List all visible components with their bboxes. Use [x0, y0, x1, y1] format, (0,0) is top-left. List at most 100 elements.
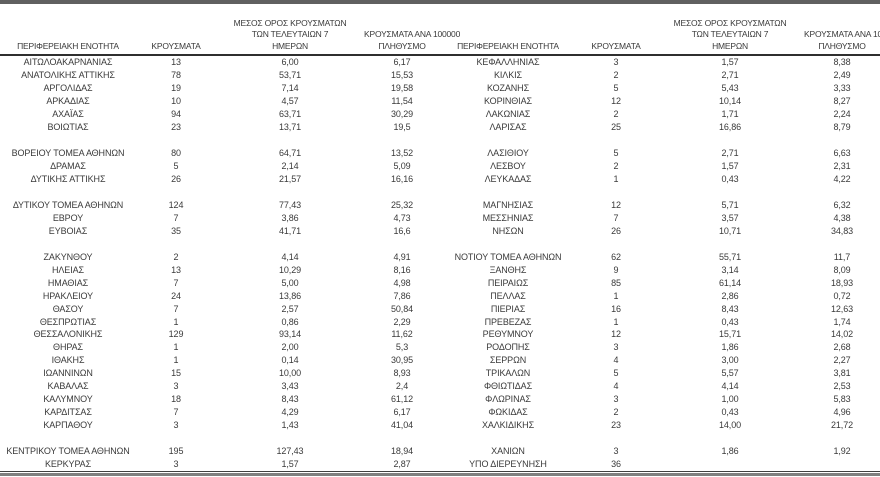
cell-per-100k: 19,5	[393, 122, 411, 133]
table-row: ΦΩΚΙΔΑΣ 2 0,43 4,96	[440, 406, 880, 419]
cell-regional-unit: ΙΩΑΝΝΙΝΩΝ	[43, 368, 93, 379]
col-header-avg-7day: ΜΕΣΟΣ ΟΡΟΣ ΚΡΟΥΣΜΑΤΩΝ ΤΩΝ ΤΕΛΕΥΤΑΙΩΝ 7 ΗΜΕ…	[216, 4, 364, 56]
cell-regional-unit: ΚΟΖΑΝΗΣ	[486, 83, 530, 94]
header-line: ΤΩΝ ΤΕΛΕΥΤΑΙΩΝ 7	[251, 29, 329, 39]
cell-per-100k: 8,38	[833, 57, 851, 68]
cell-cases: 195	[168, 446, 184, 457]
cell-per-100k: 25,32	[390, 199, 414, 210]
table-row: ΚΑΛΥΜΝΟΥ 18 8,43 61,12	[0, 393, 440, 406]
cell-cases: 25	[611, 122, 621, 133]
cell-per-100k: 4,38	[833, 212, 851, 223]
cell-regional-unit: ΠΕΛΛΑΣ	[490, 290, 526, 301]
cell-cases: 13	[171, 264, 181, 275]
cell-cases: 3	[613, 446, 619, 457]
col-header-cases: ΚΡΟΥΣΜΑΤΑ	[136, 4, 216, 56]
cell-avg-7day: 3,43	[281, 381, 299, 392]
cell-per-100k: 30,29	[390, 109, 414, 120]
table-row: ΚΕΦΑΛΛΗΝΙΑΣ 3 1,57 8,38	[440, 55, 880, 69]
cell-cases: 36	[576, 457, 656, 472]
cell-regional-unit: ΘΑΣΟΥ	[52, 303, 84, 314]
cell-regional-unit	[0, 432, 136, 445]
cell-cases: 7	[173, 303, 179, 314]
cell-regional-unit	[0, 186, 136, 199]
cell-avg-7day: 10,00	[278, 368, 302, 379]
cell-regional-unit: ΚΑΛΥΜΝΟΥ	[43, 394, 93, 405]
table-row-blank	[440, 432, 880, 445]
cell-regional-unit: ΚΕΡΚΥΡΑΣ	[0, 457, 136, 472]
cell-per-100k: 4,96	[833, 407, 851, 418]
cell-per-100k: 8,27	[833, 96, 851, 107]
cell-per-100k: 4,98	[393, 277, 411, 288]
cell-per-100k	[364, 134, 440, 147]
cell-cases: 3	[173, 381, 179, 392]
cell-per-100k	[804, 457, 880, 472]
table-row: ΦΛΩΡΙΝΑΣ 3 1,00 5,83	[440, 393, 880, 406]
cell-regional-unit: ΞΑΝΘΗΣ	[489, 264, 527, 275]
cell-avg-7day: 64,71	[278, 148, 302, 159]
table-row: ΝΗΣΩΝ 26 10,71 34,83	[440, 224, 880, 237]
cell-cases: 19	[171, 83, 181, 94]
cell-cases: 2	[613, 161, 619, 172]
cell-cases	[576, 432, 656, 445]
cell-avg-7day: 4,29	[281, 407, 299, 418]
cell-per-100k: 2,49	[833, 70, 851, 81]
cell-cases: 5	[613, 148, 619, 159]
header-line: ΜΕΣΟΣ ΟΡΟΣ ΚΡΟΥΣΜΑΤΩΝ	[233, 17, 347, 28]
col-header-regional-unit: ΠΕΡΙΦΕΡΕΙΑΚΗ ΕΝΟΤΗΤΑ	[0, 4, 136, 56]
cell-cases	[136, 134, 216, 147]
cell-regional-unit: ΒΟΡΕΙΟΥ ΤΟΜΕΑ ΑΘΗΝΩΝ	[11, 148, 125, 159]
table-row: ΚΟΡΙΝΘΙΑΣ 12 10,14 8,27	[440, 95, 880, 108]
cell-avg-7day: 6,00	[281, 57, 299, 68]
table-row: ΦΘΙΩΤΙΔΑΣ 4 4,14 2,53	[440, 380, 880, 393]
table-row: ΚΑΒΑΛΑΣ 3 3,43 2,4	[0, 380, 440, 393]
cell-cases: 94	[171, 109, 181, 120]
col-header-cases: ΚΡΟΥΣΜΑΤΑ	[576, 4, 656, 56]
cell-avg-7day: 0,14	[281, 355, 299, 366]
table-header: ΠΕΡΙΦΕΡΕΙΑΚΗ ΕΝΟΤΗΤΑ ΚΡΟΥΣΜΑΤΑ ΜΕΣΟΣ ΟΡΟ…	[0, 4, 460, 56]
cell-per-100k: 6,17	[393, 407, 411, 418]
cell-avg-7day: 127,43	[276, 446, 304, 457]
cell-regional-unit: ΘΕΣΣΑΛΟΝΙΚΗΣ	[33, 329, 103, 340]
table-row: ΑΝΑΤΟΛΙΚΗΣ ΑΤΤΙΚΗΣ 78 53,71 15,53	[0, 69, 440, 82]
cell-regional-unit: ΦΛΩΡΙΝΑΣ	[485, 394, 531, 405]
cell-per-100k: 8,16	[393, 264, 411, 275]
cell-avg-7day: 16,86	[718, 122, 742, 133]
table-row: ΚΙΛΚΙΣ 2 2,71 2,49	[440, 69, 880, 82]
cell-regional-unit: ΔΥΤΙΚΗΣ ΑΤΤΙΚΗΣ	[30, 174, 106, 185]
cell-regional-unit: ΚΑΡΔΙΤΣΑΣ	[44, 407, 92, 418]
cell-avg-7day: 2,71	[721, 70, 739, 81]
cell-per-100k: 41,04	[390, 420, 414, 431]
cell-avg-7day: 63,71	[278, 109, 302, 120]
cell-cases: 85	[611, 277, 621, 288]
col-header-avg-7day: ΜΕΣΟΣ ΟΡΟΣ ΚΡΟΥΣΜΑΤΩΝ ΤΩΝ ΤΕΛΕΥΤΑΙΩΝ 7 ΗΜΕ…	[656, 4, 804, 56]
cell-per-100k	[804, 237, 880, 250]
cell-regional-unit: ΛΑΣΙΘΙΟΥ	[487, 148, 529, 159]
table-row: ΙΩΑΝΝΙΝΩΝ 15 10,00 8,93	[0, 367, 440, 380]
header-line: ΗΜΕΡΩΝ	[272, 40, 308, 51]
table-row: ΠΙΕΡΙΑΣ 16 8,43 12,63	[440, 302, 880, 315]
cell-per-100k: 2,4	[395, 381, 409, 392]
cell-regional-unit: ΖΑΚΥΝΘΟΥ	[43, 251, 93, 262]
table-row: ΠΕΙΡΑΙΩΣ 85 61,14 18,93	[440, 276, 880, 289]
table-header: ΠΕΡΙΦΕΡΕΙΑΚΗ ΕΝΟΤΗΤΑ ΚΡΟΥΣΜΑΤΑ ΜΕΣΟΣ ΟΡΟ…	[440, 4, 880, 56]
cell-avg-7day: 61,14	[718, 277, 742, 288]
table-row: ΘΑΣΟΥ 7 2,57 50,84	[0, 302, 440, 315]
cell-regional-unit	[440, 237, 576, 250]
cell-per-100k: 11,54	[391, 96, 413, 107]
cell-cases: 78	[171, 70, 181, 81]
table-row: ΠΕΛΛΑΣ 1 2,86 0,72	[440, 289, 880, 302]
cell-cases	[576, 134, 656, 147]
cell-avg-7day: 0,43	[721, 407, 739, 418]
table-row: ΘΗΡΑΣ 1 2,00 5,3	[0, 341, 440, 354]
cell-avg-7day: 2,00	[281, 342, 299, 353]
cell-regional-unit: ΧΑΝΙΩΝ	[491, 446, 525, 457]
cell-regional-unit: ΚΑΡΠΑΘΟΥ	[43, 420, 93, 431]
cell-avg-7day: 2,86	[721, 290, 739, 301]
cell-cases: 1	[613, 290, 619, 301]
cell-cases: 3	[613, 342, 619, 353]
cell-avg-7day	[216, 186, 364, 199]
cell-per-100k: 4,22	[833, 174, 851, 185]
cell-regional-unit: ΚΙΛΚΙΣ	[494, 70, 522, 81]
table-row: ΙΘΑΚΗΣ 1 0,14 30,95	[0, 354, 440, 367]
